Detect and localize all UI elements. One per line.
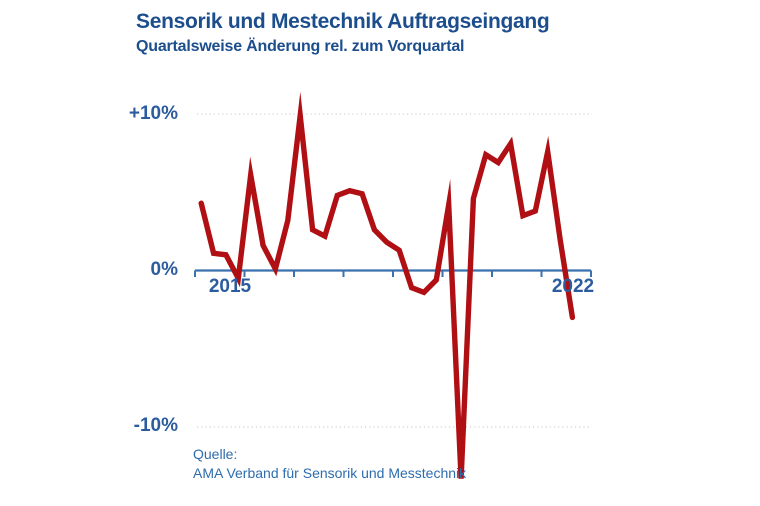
page-subtitle: Quartalsweise Änderung rel. zum Vorquart… [136, 38, 465, 55]
y-axis-label-plus10: +10% [128, 103, 178, 124]
source-note: Quelle: AMA Verband für Sensorik und Mes… [193, 445, 466, 483]
y-axis-label-minus10: -10% [133, 415, 178, 436]
source-name: AMA Verband für Sensorik und Messtechnik [193, 465, 467, 481]
y-axis-label-zero: 0% [150, 259, 178, 280]
x-axis-label-2022: 2022 [551, 276, 595, 297]
data-series-line [198, 91, 576, 479]
page-title: Sensorik und Mestechnik Auftragseingang [136, 10, 550, 33]
source-label: Quelle: [193, 446, 238, 462]
x-axis-label-2015: 2015 [208, 276, 252, 297]
